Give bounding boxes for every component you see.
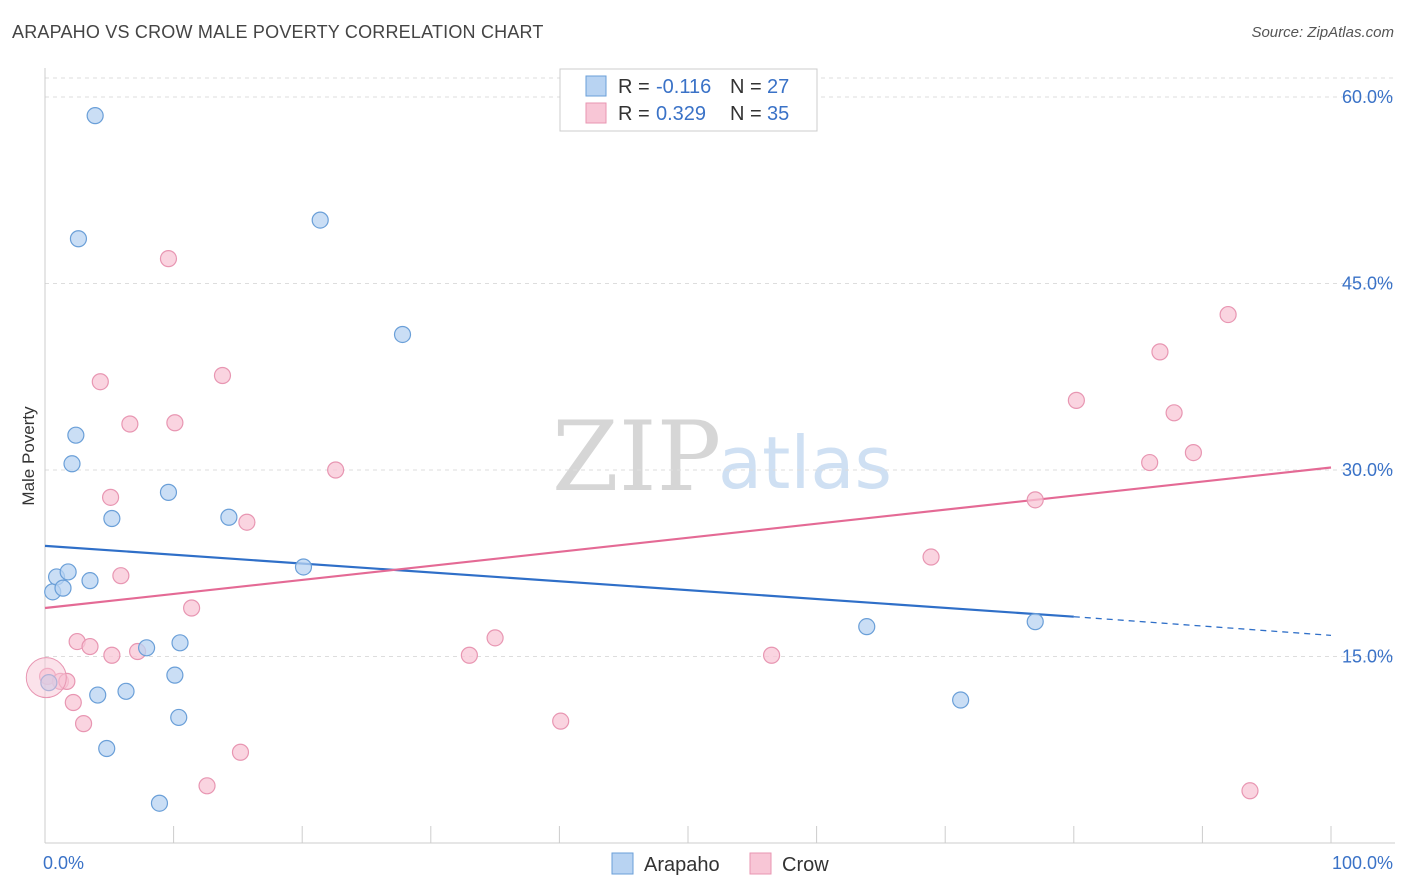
point-arapaho-18 (170, 708, 188, 727)
trend-lines (44, 466, 1332, 637)
axes: 0.0% 100.0% (43, 68, 1395, 873)
point-arapaho-24 (858, 618, 876, 636)
point-crow-3 (64, 693, 82, 712)
point-crow-19 (238, 513, 256, 531)
point-crow-28 (1141, 453, 1159, 472)
legend-top: R = -0.116 N = 27 R = 0.329 N = 35 (559, 68, 818, 132)
point-crow-9 (103, 646, 121, 664)
data-points (25, 107, 1259, 812)
legend-r-value-crow: 0.329 (656, 103, 706, 125)
point-crow-27 (1067, 391, 1085, 409)
y-axis-label: Male Poverty (19, 406, 38, 506)
point-crow-13 (159, 250, 178, 268)
point-arapaho-13 (117, 682, 135, 700)
point-arapaho-4 (59, 563, 77, 581)
watermark-atlas: atlas (718, 421, 892, 505)
legend-r-label-crow: R = (618, 103, 650, 125)
legend-bottom-label-crow: Crow (782, 854, 829, 876)
point-arapaho-25 (952, 691, 970, 709)
point-arapaho-12 (103, 509, 121, 528)
legend-r-label-arapaho: R = (618, 76, 650, 98)
trend-line-arapaho (44, 544, 1074, 618)
point-arapaho-9 (86, 107, 104, 125)
legend-swatch-arapaho (585, 75, 607, 97)
point-crow-11 (121, 415, 139, 433)
point-crow-10 (112, 567, 130, 585)
point-crow-cluster (25, 657, 67, 699)
point-crow-31 (1184, 443, 1202, 462)
y-tick-label-45: 45.0% (1342, 274, 1393, 294)
watermark-zip: ZIP (552, 401, 721, 513)
trend-line-crow (44, 466, 1332, 610)
x-tick-label-min: 0.0% (43, 853, 84, 873)
point-crow-30 (1165, 404, 1183, 422)
point-crow-24 (762, 646, 781, 664)
point-crow-5 (74, 715, 93, 733)
point-arapaho-14 (137, 639, 156, 657)
point-crow-16 (198, 777, 216, 795)
y-tick-label-60: 60.0% (1342, 87, 1393, 107)
point-arapaho-21 (294, 558, 313, 576)
legend-bottom: Arapaho Crow (611, 852, 829, 876)
point-crow-17 (213, 366, 232, 385)
point-arapaho-8 (81, 572, 99, 590)
chart-title: ARAPAHO VS CROW MALE POVERTY CORRELATION… (12, 22, 544, 42)
point-crow-14 (166, 414, 184, 432)
source-label: Source: ZipAtlas.com (1251, 24, 1394, 41)
legend-bottom-label-arapaho: Arapaho (644, 854, 720, 876)
point-arapaho-23 (393, 325, 412, 344)
y-tick-label-30: 30.0% (1342, 460, 1393, 480)
point-arapaho-3 (54, 579, 72, 597)
point-crow-21 (460, 646, 478, 664)
point-crow-23 (552, 712, 570, 730)
point-arapaho-26 (1026, 613, 1044, 631)
point-arapaho-15 (150, 794, 169, 812)
y-tick-label-15: 15.0% (1342, 647, 1393, 667)
legend-n-value-arapaho: 27 (767, 76, 789, 98)
legend-n-label-arapaho: N = (730, 76, 762, 98)
point-arapaho-19 (171, 634, 189, 652)
x-tick-label-max: 100.0% (1332, 853, 1393, 873)
point-crow-8 (101, 488, 120, 506)
point-crow-20 (327, 461, 345, 479)
point-arapaho-5 (63, 455, 81, 473)
legend-n-label-crow: N = (730, 103, 762, 125)
point-arapaho-6 (67, 426, 85, 444)
point-arapaho-20 (220, 508, 238, 526)
point-crow-15 (183, 599, 201, 617)
point-crow-33 (1241, 782, 1259, 800)
point-crow-18 (231, 743, 250, 761)
point-crow-32 (1219, 305, 1237, 324)
trend-line-arapaho-extension (1073, 616, 1332, 637)
point-arapaho-10 (89, 686, 107, 704)
point-crow-26 (1026, 491, 1044, 509)
point-crow-29 (1151, 343, 1169, 361)
point-crow-7 (91, 373, 109, 391)
point-crow-6 (81, 637, 99, 656)
grid-lines: 15.0% 30.0% 45.0% 60.0% (45, 77, 1395, 667)
watermark: ZIP atlas (552, 401, 892, 513)
legend-bottom-swatch-arapaho (611, 852, 634, 875)
legend-swatch-crow (585, 102, 607, 124)
point-arapaho-16 (159, 483, 178, 501)
point-crow-25 (922, 548, 940, 566)
point-arapaho-11 (98, 739, 116, 758)
point-arapaho-22 (311, 211, 329, 229)
point-arapaho-7 (69, 230, 88, 248)
legend-r-value-arapaho: -0.116 (656, 76, 711, 98)
point-arapaho-17 (166, 666, 184, 684)
legend-n-value-crow: 35 (767, 103, 789, 125)
point-crow-22 (486, 629, 504, 647)
legend-bottom-swatch-crow (749, 852, 772, 875)
